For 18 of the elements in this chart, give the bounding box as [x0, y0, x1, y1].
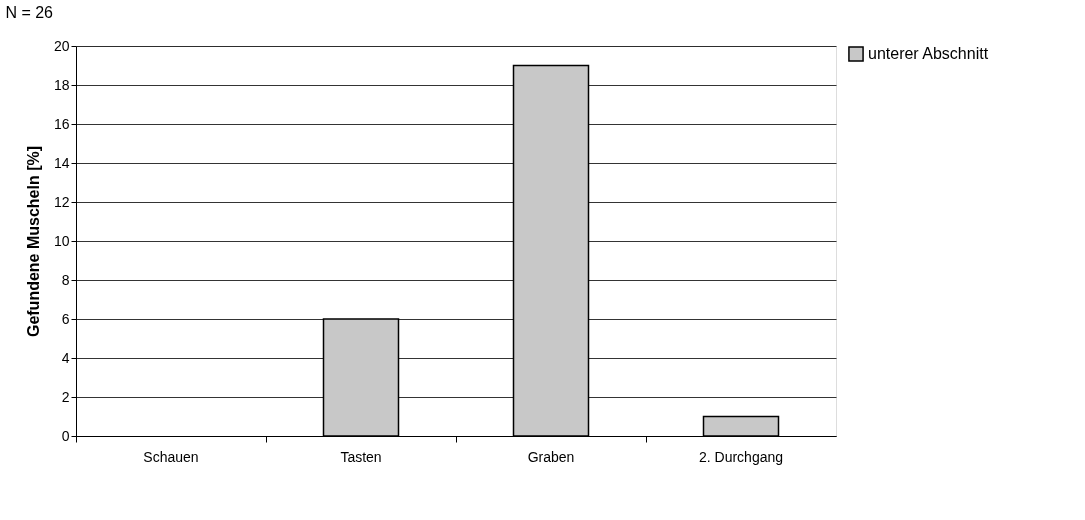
y-tick-label: 8 [61, 271, 70, 288]
y-axis-title: Gefundene Muscheln [%] [24, 145, 42, 338]
y-tick-label: 2 [61, 388, 70, 405]
y-tick-label: 18 [53, 76, 70, 93]
y-tick-label: 14 [53, 154, 70, 171]
y-tick-label: 16 [53, 115, 70, 132]
y-tick-label: 12 [53, 193, 70, 210]
x-tick-label: Graben [527, 448, 575, 465]
y-tick-label: 4 [61, 349, 70, 366]
x-tick-label: Schauen [143, 448, 199, 465]
y-tick-label: 10 [53, 232, 70, 249]
y-tick-label: 20 [53, 37, 70, 54]
y-tick-label: 0 [61, 427, 70, 444]
legend-label: unterer Abschnitt [868, 45, 989, 62]
x-tick-label: 2. Durchgang [698, 448, 784, 465]
x-tick-label: Tasten [340, 448, 382, 465]
y-tick-label: 6 [61, 310, 70, 327]
chart-title: N = 26 [5, 4, 54, 21]
